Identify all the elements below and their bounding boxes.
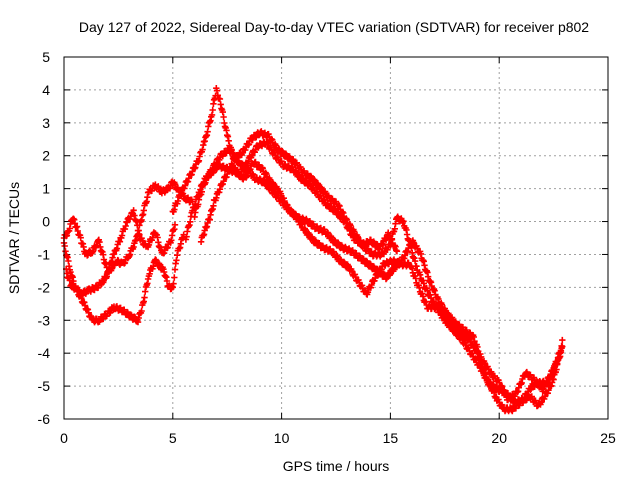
y-tick-label: -2 [38, 279, 51, 295]
y-tick-label: 1 [42, 181, 50, 197]
y-tick-label: 4 [42, 82, 50, 98]
y-tick-label: -3 [38, 312, 51, 328]
y-axis-label: SDTVAR / TECUs [6, 182, 22, 294]
x-tick-label: 10 [274, 430, 290, 446]
y-tick-labels: -6 -5 -4 -3 -2 -1 0 1 2 3 4 5 [38, 49, 51, 427]
y-tick-label: 2 [42, 148, 50, 164]
plot-frame [63, 56, 609, 420]
x-tick-label: 20 [491, 430, 507, 446]
x-tick-label: 5 [169, 430, 177, 446]
x-tick-label: 25 [600, 430, 616, 446]
series-track-5 [182, 158, 566, 407]
y-tick-label: 0 [42, 214, 50, 230]
series-track-6 [191, 145, 564, 404]
chart-title: Day 127 of 2022, Sidereal Day-to-day VTE… [79, 19, 589, 35]
y-tick-label: -6 [38, 411, 51, 427]
series-track-4 [169, 85, 566, 415]
marker-path-track-3 [63, 231, 187, 326]
marker-path-track-7 [197, 138, 401, 255]
x-tick-label: 0 [60, 430, 68, 446]
x-tick-labels: 0 5 10 15 20 25 [60, 430, 616, 446]
series-track-7 [197, 138, 401, 255]
x-tick-label: 15 [383, 430, 399, 446]
y-tick-label: -5 [38, 378, 51, 394]
y-tick-label: 5 [42, 49, 50, 65]
marker-path-track-4 [169, 85, 566, 415]
series-track-3 [63, 231, 187, 326]
y-tick-label: 3 [42, 115, 50, 131]
data-markers [60, 85, 566, 415]
y-tick-label: -4 [38, 345, 51, 361]
marker-path-track-6 [191, 145, 564, 404]
y-tick-label: -1 [38, 246, 51, 262]
marker-path-track-5 [182, 158, 566, 407]
grid [64, 57, 608, 419]
x-axis-label: GPS time / hours [283, 458, 390, 474]
